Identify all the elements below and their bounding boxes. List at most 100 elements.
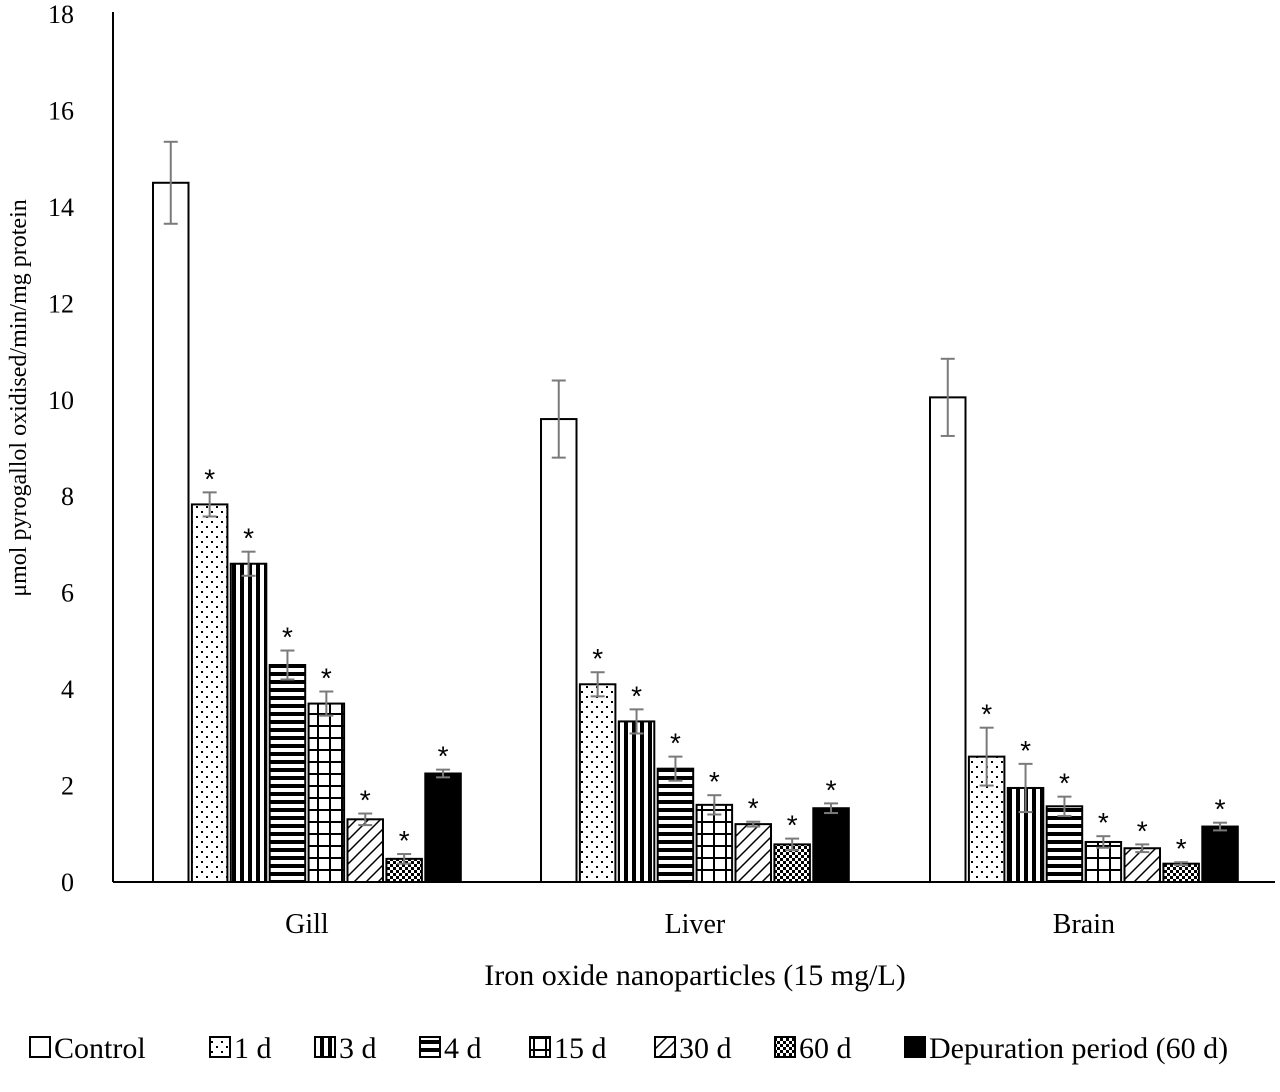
significance-markers: * * * * * * * * * * * * * * * * * * * * * — [204, 463, 1225, 864]
error-bar — [1174, 861, 1189, 867]
error-bar — [668, 755, 683, 782]
bar-liver-0 — [540, 418, 578, 883]
legend-label: 30 d — [679, 1032, 732, 1065]
legend-swatch — [774, 1036, 796, 1058]
bar-liver-1 — [578, 683, 617, 883]
significance-star: * — [1137, 815, 1148, 846]
error-bar — [319, 690, 334, 717]
significance-star: * — [1059, 768, 1070, 799]
error-bar — [746, 820, 761, 828]
bar-brain-5 — [1123, 847, 1161, 883]
error-bar — [1135, 843, 1150, 854]
y-tick-label: 10 — [48, 386, 74, 415]
y-tick-label: 14 — [48, 193, 74, 222]
legend-label: 60 d — [799, 1032, 852, 1065]
legend-swatch — [904, 1036, 926, 1058]
legend-item: 30 d — [654, 1032, 732, 1065]
error-bar — [1018, 762, 1033, 814]
bar-liver-3 — [656, 767, 695, 884]
legend-item: Control — [29, 1032, 146, 1065]
legend-label: Control — [54, 1032, 146, 1065]
significance-star: * — [321, 663, 332, 694]
legend-swatch — [529, 1036, 551, 1058]
bar-brain-6 — [1162, 862, 1200, 883]
bar-gill-7 — [424, 772, 462, 883]
error-bar — [241, 550, 256, 577]
legend-item: 15 d — [529, 1032, 607, 1065]
significance-star: * — [592, 643, 603, 674]
legend-label: Depuration period (60 d) — [929, 1032, 1228, 1065]
error-bar — [707, 794, 722, 816]
legend: Control 1 d 3 d 4 d 15 d 30 d 60 d Depuration p… — [29, 1032, 1228, 1065]
significance-star: * — [981, 699, 992, 730]
legend-label: 1 d — [234, 1032, 272, 1065]
y-tick-label: 8 — [61, 482, 74, 511]
legend-item: 60 d — [774, 1032, 852, 1065]
significance-star: * — [1215, 794, 1226, 825]
bar-brain-3 — [1045, 805, 1084, 884]
significance-star: * — [826, 774, 837, 805]
error-bar — [785, 837, 800, 852]
significance-star: * — [1176, 833, 1187, 864]
legend-item: 1 d — [209, 1032, 272, 1065]
error-bar — [979, 726, 994, 787]
y-tick-label: 6 — [61, 579, 74, 608]
legend-swatch — [209, 1036, 231, 1058]
bar-brain-0 — [929, 396, 967, 883]
error-bar — [1213, 821, 1228, 832]
legend-swatch — [314, 1036, 336, 1058]
y-tick-label: 18 — [48, 0, 74, 29]
significance-star: * — [204, 463, 215, 494]
bar-gill-1 — [190, 503, 229, 883]
bar-liver-5 — [734, 823, 772, 884]
error-bar — [629, 708, 644, 735]
legend-item: 4 d — [419, 1032, 482, 1065]
y-tick-label: 12 — [48, 289, 74, 318]
bar-liver-2 — [617, 720, 656, 883]
bars — [152, 181, 1239, 884]
bar-gill-0 — [152, 181, 190, 883]
bar-gill-2 — [229, 562, 268, 883]
legend-item: Depuration period (60 d) — [904, 1032, 1228, 1065]
x-category-liver: Liver — [665, 909, 726, 940]
error-bar — [1096, 835, 1111, 849]
error-bar — [551, 379, 566, 459]
error-bar — [280, 649, 295, 681]
significance-star: * — [360, 785, 371, 816]
significance-star: * — [399, 825, 410, 856]
significance-star: * — [670, 728, 681, 759]
significance-star: * — [787, 810, 798, 841]
legend-item: 3 d — [314, 1032, 377, 1065]
y-tick-label: 16 — [48, 96, 74, 125]
bar-liver-4 — [695, 803, 734, 883]
bar-gill-4 — [307, 702, 346, 883]
legend-label: 3 d — [339, 1032, 377, 1065]
significance-star: * — [243, 523, 254, 554]
bar-gill-3 — [268, 664, 307, 883]
x-category-gill: Gill — [285, 909, 329, 940]
y-tick-label: 0 — [61, 868, 74, 897]
significance-star: * — [1020, 735, 1031, 766]
legend-swatch — [654, 1036, 676, 1058]
error-bar — [940, 357, 955, 437]
significance-star: * — [748, 793, 759, 824]
significance-star: * — [282, 622, 293, 653]
legend-swatch — [419, 1036, 441, 1058]
y-tick-label: 2 — [61, 772, 74, 801]
error-bar — [824, 802, 839, 815]
x-axis-categories: Gill Liver Brain — [285, 909, 1115, 940]
bar-liver-7 — [812, 807, 850, 883]
error-bar — [358, 812, 373, 827]
error-bar — [163, 140, 178, 225]
error-bar — [1057, 795, 1072, 817]
y-axis-title: μmol pyrogallol oxidised/min/mg protein — [6, 199, 32, 597]
legend-label: 4 d — [444, 1032, 482, 1065]
error-bars — [163, 140, 1228, 867]
legend-label: 15 d — [554, 1032, 607, 1065]
significance-star: * — [438, 741, 449, 772]
x-axis-title: Iron oxide nanoparticles (15 mg/L) — [484, 959, 906, 992]
x-category-brain: Brain — [1053, 909, 1115, 940]
significance-star: * — [709, 766, 720, 797]
error-bar — [590, 671, 605, 698]
